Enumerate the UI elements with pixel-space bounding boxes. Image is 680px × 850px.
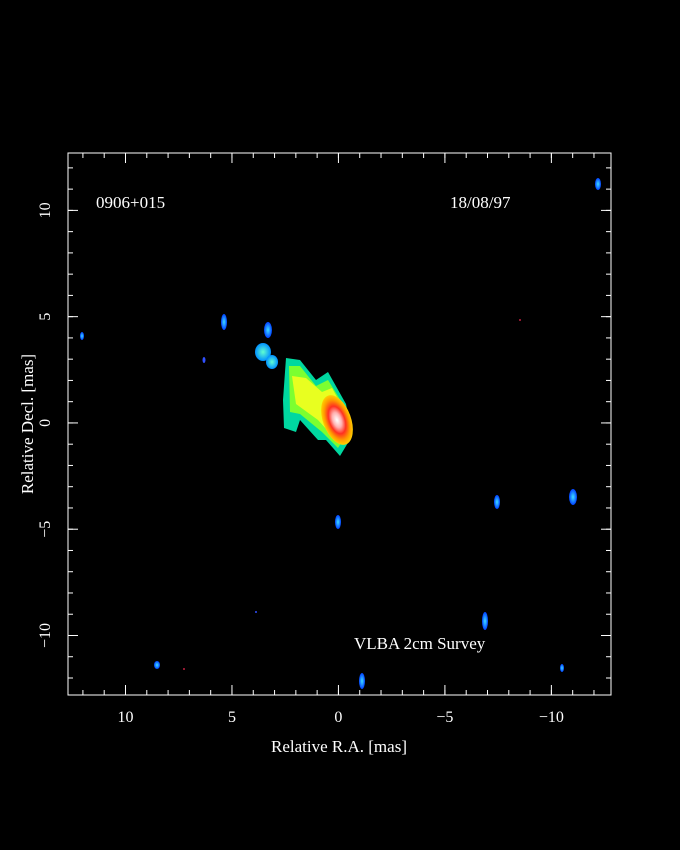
survey-label: VLBA 2cm Survey — [354, 634, 486, 653]
plot-frame — [67, 152, 612, 696]
emission-blob — [183, 668, 185, 670]
emission-blob — [335, 515, 341, 529]
x-tick-label: 5 — [228, 709, 236, 726]
x-tick-label: −10 — [539, 709, 564, 726]
date-label: 18/08/97 — [450, 193, 511, 212]
y-tick-label: 5 — [37, 313, 54, 321]
emission-blob — [494, 495, 500, 509]
y-tick-label: 10 — [37, 202, 54, 218]
x-tick-label: −5 — [436, 709, 453, 726]
source-label: 0906+015 — [96, 193, 165, 212]
emission-blob — [595, 178, 601, 190]
emission-blob — [154, 661, 160, 669]
emission-blob — [80, 332, 84, 340]
y-axis-label: Relative Decl. [mas] — [18, 354, 37, 494]
emission — [80, 178, 601, 689]
emission-blob — [519, 319, 521, 321]
emission-blob — [221, 314, 227, 330]
emission-blob — [359, 673, 365, 689]
emission-blob — [202, 357, 206, 363]
emission-blob — [569, 489, 577, 505]
emission-blob — [560, 664, 564, 672]
emission-blob — [482, 612, 488, 630]
x-tick-label: 10 — [117, 709, 133, 726]
emission-blob — [266, 355, 278, 369]
x-axis-label: Relative R.A. [mas] — [271, 737, 407, 756]
core — [321, 395, 353, 445]
emission-blob — [255, 611, 257, 613]
y-tick-label: −10 — [37, 623, 54, 648]
x-tick-label: 0 — [334, 709, 342, 726]
emission-blob — [264, 322, 272, 338]
y-tick-label: −5 — [37, 521, 54, 538]
y-tick-label: 0 — [37, 419, 54, 427]
emission-blob — [255, 343, 271, 361]
